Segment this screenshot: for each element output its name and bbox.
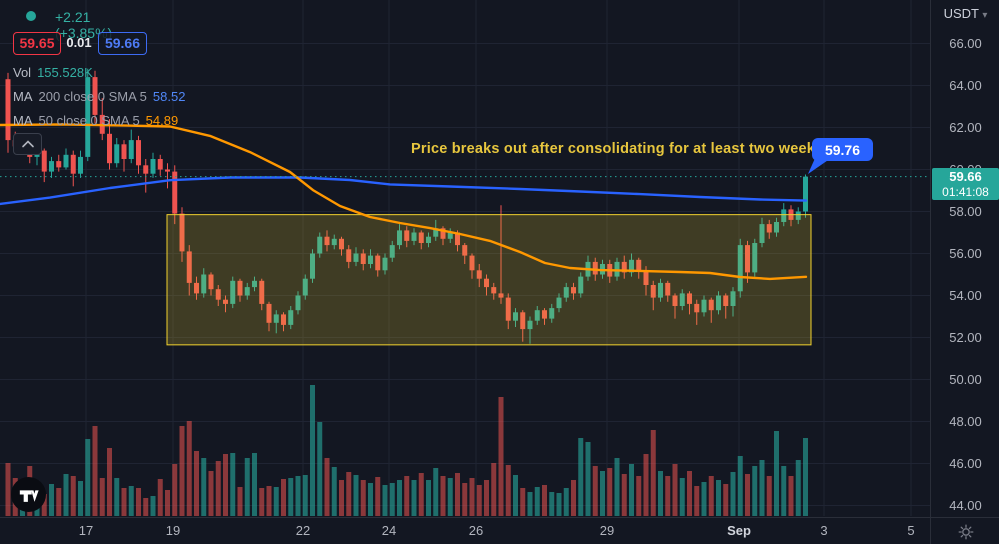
price-axis-label: 56.00 — [949, 245, 982, 261]
candles-layer — [5, 68, 808, 344]
ma50-line — [0, 123, 808, 281]
gear-icon — [958, 524, 973, 539]
spread-value: 0.01 — [66, 35, 92, 50]
tradingview-logo-icon — [19, 489, 39, 502]
bid-price-button[interactable]: 59.65 — [13, 32, 61, 55]
last-price-value: 59.66 — [949, 168, 982, 184]
volume-legend[interactable]: Vol 155.528K — [13, 65, 93, 80]
price-axis-label: 66.00 — [949, 35, 982, 51]
ma50-value: 54.89 — [145, 113, 179, 128]
volume-value: 155.528K — [37, 65, 93, 80]
price-axis-label: 44.00 — [949, 497, 982, 513]
currency-label: USDT — [943, 6, 979, 21]
tradingview-logo[interactable] — [11, 477, 46, 512]
axis-settings-corner[interactable] — [930, 518, 999, 544]
price-axis[interactable]: USDT ▾ 66.0064.0062.0060.0058.0056.0054.… — [930, 0, 999, 517]
price-axis-label: 64.00 — [949, 77, 982, 93]
price-axis-label: 50.00 — [949, 371, 982, 387]
ma200-prefix: MA — [13, 89, 33, 104]
time-axis-label: Sep — [727, 523, 751, 538]
price-axis-label: 58.00 — [949, 203, 982, 219]
ma200-line — [0, 176, 808, 206]
last-price-badge[interactable]: 59.66 01:41:08 — [932, 167, 999, 200]
price-callout[interactable]: 59.76 — [812, 138, 873, 161]
consolidation-box-drawing[interactable] — [166, 214, 812, 346]
price-change-text: +2.21 (+3.85%) — [55, 9, 113, 41]
time-axis-label: 17 — [78, 523, 94, 538]
grid-lines — [0, 0, 930, 516]
price-axis-label: 52.00 — [949, 329, 982, 345]
currency-selector[interactable]: USDT ▾ — [931, 6, 999, 21]
legend-expand-button[interactable] — [13, 133, 42, 155]
time-axis-label: 22 — [295, 523, 311, 538]
chevron-down-icon: ▾ — [982, 10, 988, 21]
time-axis-label: 29 — [599, 523, 615, 538]
market-status-dot — [26, 11, 36, 21]
time-axis-label: 3 — [820, 523, 828, 538]
volume-bars — [5, 385, 808, 516]
ma200-legend[interactable]: MA 200 close 0 SMA 5 58.52 — [13, 89, 185, 104]
time-axis-label: 24 — [381, 523, 397, 538]
volume-label: Vol — [13, 65, 32, 80]
time-axis[interactable]: 17 19 22 24 26 29 Sep 3 5 — [0, 517, 999, 544]
price-axis-label: 46.00 — [949, 455, 982, 471]
ask-price-button[interactable]: 59.66 — [98, 32, 147, 55]
chevron-up-icon — [21, 140, 34, 148]
price-axis-label: 48.00 — [949, 413, 982, 429]
ma200-value: 58.52 — [152, 89, 186, 104]
ma50-params: 50 close 0 SMA 5 — [38, 113, 140, 128]
time-axis-label: 19 — [165, 523, 181, 538]
time-axis-label: 26 — [468, 523, 484, 538]
time-axis-label: 5 — [907, 523, 915, 538]
ma200-params: 200 close 0 SMA 5 — [38, 89, 147, 104]
ma50-prefix: MA — [13, 113, 33, 128]
price-axis-label: 54.00 — [949, 287, 982, 303]
ma50-legend[interactable]: MA 50 close 0 SMA 5 54.89 — [13, 113, 178, 128]
callout-price: 59.76 — [824, 141, 861, 158]
annotation-text[interactable]: Price breaks out after consolidating for… — [411, 141, 824, 157]
price-axis-label: 62.00 — [949, 119, 982, 135]
bar-countdown: 01:41:08 — [942, 184, 989, 199]
